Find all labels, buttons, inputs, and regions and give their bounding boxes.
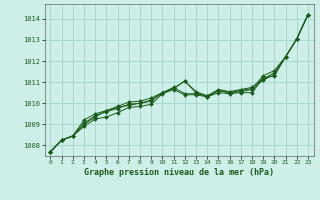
X-axis label: Graphe pression niveau de la mer (hPa): Graphe pression niveau de la mer (hPa) bbox=[84, 168, 274, 177]
